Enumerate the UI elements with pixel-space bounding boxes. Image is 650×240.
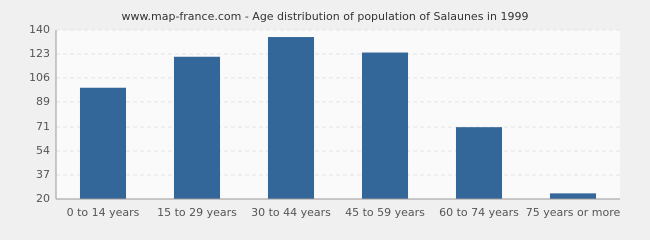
bar (455, 127, 503, 199)
x-tick-label: 0 to 14 years (67, 206, 140, 219)
y-tick-label: 71 (36, 120, 50, 133)
plot-area (56, 30, 620, 199)
bar (267, 37, 315, 199)
chart: www.map-france.com - Age distribution of… (29, 10, 621, 219)
x-tick-label: 75 years or more (526, 206, 621, 219)
bar (361, 52, 409, 200)
chart-title: www.map-france.com - Age distribution of… (122, 10, 529, 23)
y-tick-label: 89 (36, 95, 50, 108)
bar (549, 193, 597, 199)
x-tick-label: 45 to 59 years (345, 206, 425, 219)
bar (173, 56, 221, 200)
y-tick-label: 37 (36, 168, 50, 181)
y-tick-label: 140 (29, 23, 50, 36)
y-tick-label: 54 (36, 144, 50, 157)
y-tick-label: 20 (36, 192, 50, 205)
bar (79, 87, 127, 199)
x-tick-label: 30 to 44 years (251, 206, 331, 219)
x-tick-label: 60 to 74 years (439, 206, 519, 219)
y-tick-label: 123 (29, 47, 50, 60)
x-tick-label: 15 to 29 years (157, 206, 237, 219)
y-tick-label: 106 (29, 71, 50, 84)
